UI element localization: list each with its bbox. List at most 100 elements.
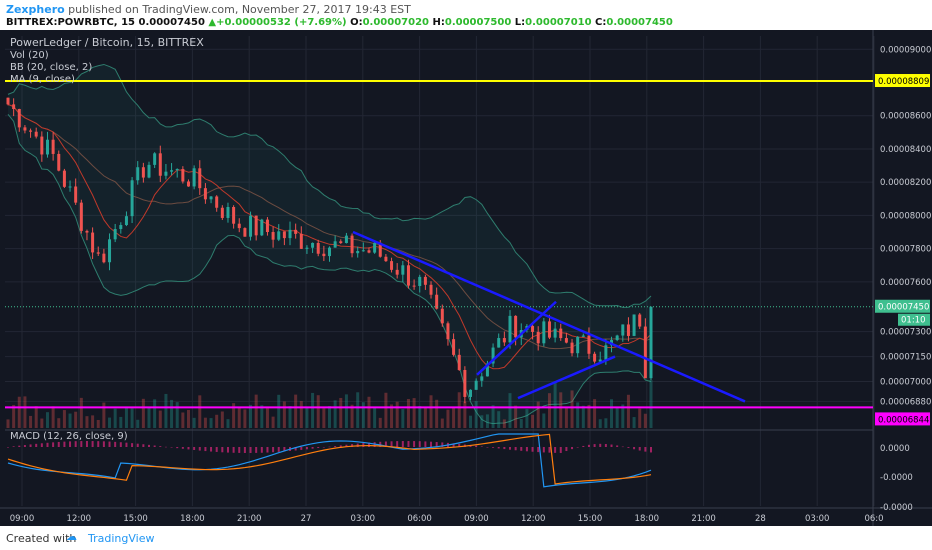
trendline-wedge-lower <box>517 355 616 400</box>
macd-histogram-bar <box>52 442 55 447</box>
macd-histogram-bar <box>277 447 280 452</box>
macd-histogram-bar <box>102 441 105 447</box>
candle-body <box>491 347 495 364</box>
volume-bar <box>243 409 247 428</box>
candle-body <box>130 180 134 217</box>
candle-body <box>12 104 16 110</box>
time-tick-label: 27 <box>301 514 312 524</box>
volume-bar <box>525 409 529 428</box>
candle-body <box>23 127 27 131</box>
candle-body <box>243 228 247 237</box>
macd-histogram-bar <box>305 447 308 450</box>
candle-body <box>632 314 636 336</box>
candle-body <box>587 335 591 354</box>
candle-body <box>74 186 78 203</box>
volume-bar <box>254 394 258 428</box>
candle-body <box>361 250 365 252</box>
volume-bar <box>91 415 95 428</box>
volume-bar <box>136 419 140 428</box>
time-tick-label: 03:00 <box>351 514 376 524</box>
created-with-label: Created with <box>6 532 77 545</box>
macd-histogram-bar <box>74 441 77 447</box>
macd-histogram-bar <box>508 447 511 450</box>
candle-body <box>141 167 145 178</box>
volume-bar <box>610 399 614 428</box>
volume-bar <box>626 394 630 428</box>
macd-histogram-bar <box>317 447 320 449</box>
volume-bar <box>344 394 348 428</box>
volume-bar <box>294 394 298 428</box>
macd-histogram-bar <box>424 441 427 447</box>
macd-histogram-bar <box>193 447 196 451</box>
volume-bar <box>45 412 49 428</box>
candle-body <box>45 139 49 155</box>
price-tick-label: 0.00007150 <box>880 353 931 363</box>
macd-histogram-bar <box>85 441 88 447</box>
macd-histogram-bar <box>159 446 162 447</box>
macd-histogram-bar <box>537 447 540 453</box>
macd-histogram-bar <box>452 443 455 447</box>
macd-histogram-bar <box>599 443 602 447</box>
volume-bar <box>401 409 405 428</box>
volume-bar <box>51 406 55 428</box>
candle-body <box>406 265 410 286</box>
volume-bar <box>514 405 518 428</box>
candle-body <box>480 376 484 381</box>
candle-body <box>536 331 540 344</box>
countdown-label: 01:10 <box>901 316 926 326</box>
candle-body <box>474 380 478 390</box>
candle-body <box>108 239 112 263</box>
candle-body <box>452 339 456 355</box>
candle-body <box>643 326 647 379</box>
author-link[interactable]: Zexphero <box>6 3 65 16</box>
macd-histogram-bar <box>621 446 624 448</box>
macd-histogram-bar <box>170 447 173 448</box>
volume-bar <box>12 404 16 428</box>
time-tick-label: 15:00 <box>578 514 603 524</box>
chart-canvas[interactable]: 0.00009000 0.00008600 0.00008400 0.00008200… <box>0 30 932 526</box>
candle-body <box>649 306 653 379</box>
volume-bar <box>412 398 416 428</box>
tradingview-link[interactable]: TradingView <box>88 532 155 545</box>
macd-histogram-bar <box>604 443 607 447</box>
bollinger-upper-line <box>7 63 652 308</box>
volume-bar <box>547 393 551 428</box>
volume-bar <box>564 408 568 428</box>
volume-bar <box>316 395 320 428</box>
candle-body <box>215 196 219 208</box>
volume-bar <box>632 417 636 428</box>
candle-body <box>96 252 100 254</box>
chart-area[interactable]: 0.00009000 0.00008600 0.00008400 0.00008200… <box>0 30 932 526</box>
macd-histogram-bar <box>565 447 568 452</box>
volume-bar <box>491 405 495 428</box>
candle-body <box>485 363 489 377</box>
candle-body <box>40 136 44 155</box>
candle-body <box>254 215 258 236</box>
close-label: C: <box>595 17 607 28</box>
legend-vol: Vol (20) <box>10 50 49 61</box>
volume-bar <box>260 405 264 428</box>
close-value: 0.00007450 <box>606 17 673 28</box>
candle-body <box>339 241 343 244</box>
volume-bar <box>384 392 388 428</box>
macd-histogram-bar <box>650 447 652 453</box>
candle-body <box>299 233 303 249</box>
price-label-yellow-bg <box>875 74 930 88</box>
price-tick-label: 0.00007800 <box>880 245 931 255</box>
price-label-current: 0.00007450 <box>878 303 929 313</box>
macd-histogram-bar <box>136 443 139 447</box>
volume-bar <box>474 401 478 428</box>
macd-line <box>7 433 652 488</box>
price-tick-label: 0.00008400 <box>880 145 931 155</box>
volume-bar <box>395 401 399 428</box>
candle-body <box>79 202 83 231</box>
candle-body <box>282 231 286 239</box>
volume-bar <box>113 408 117 428</box>
bollinger-basis-line <box>7 103 652 350</box>
candle-body <box>237 223 241 229</box>
volume-bar <box>333 400 337 428</box>
price-tick-label: 0.00008200 <box>880 178 931 188</box>
macd-histogram-bar <box>23 445 26 447</box>
volume-bar <box>85 416 89 428</box>
volume-bar <box>615 407 619 428</box>
